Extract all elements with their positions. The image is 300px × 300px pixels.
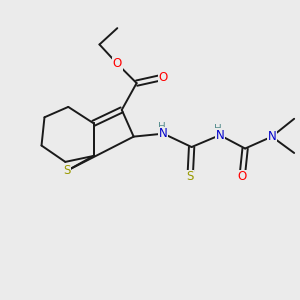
Text: N: N (159, 127, 168, 140)
Text: S: S (63, 164, 70, 177)
Text: N: N (268, 130, 276, 143)
Text: S: S (186, 170, 194, 183)
Text: N: N (215, 129, 224, 142)
Text: H: H (214, 124, 222, 134)
Text: O: O (238, 170, 247, 183)
Text: O: O (113, 57, 122, 70)
Text: O: O (159, 71, 168, 84)
Text: H: H (158, 122, 166, 132)
